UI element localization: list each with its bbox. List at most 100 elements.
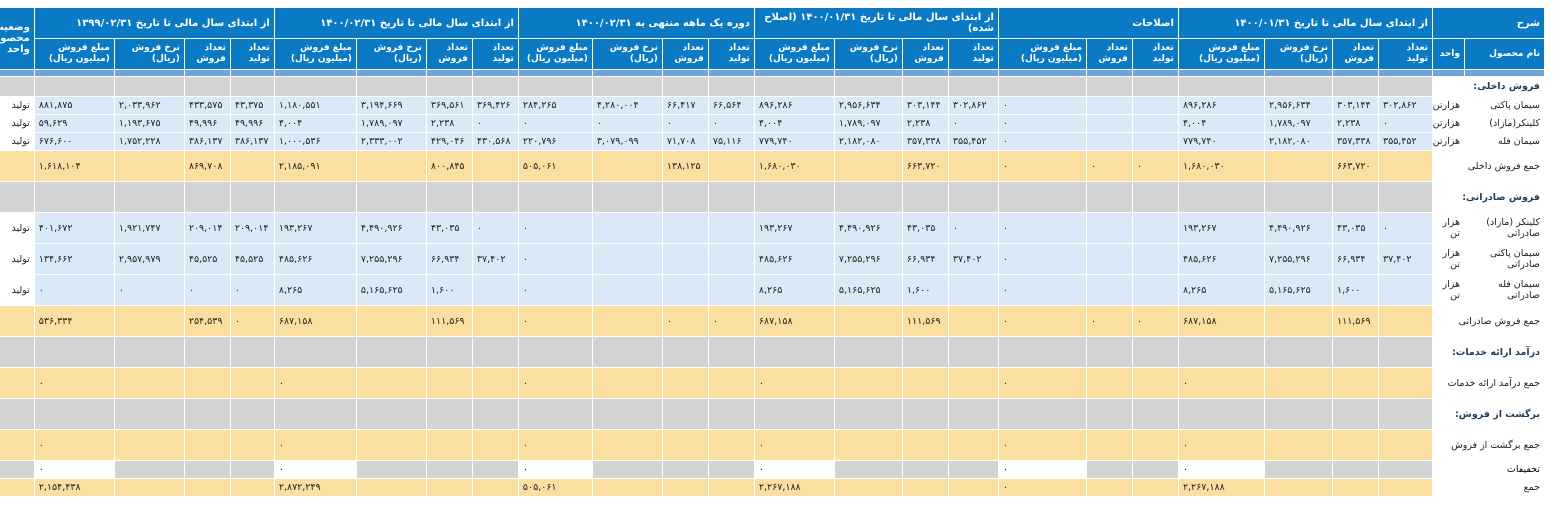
section-cell [1377,336,1433,368]
table-cell: ۰ [517,305,593,337]
table-cell [113,478,185,497]
table-row: سیمان فله صادراتی هزار تن ۱,۶۰۰ ۵,۱۶۵,۶۲۵ ۸,… [0,274,1545,306]
table-cell: ۰ [517,212,593,244]
table-cell [1263,478,1333,497]
table-cell [425,429,473,461]
table-cell [591,243,663,275]
table-cell: ۶۶,۹۳۴ [901,243,949,275]
table-cell [471,429,519,461]
section-cell [1177,336,1265,368]
section-cell [229,76,275,97]
section-cell [273,181,357,213]
section-cell [1131,336,1179,368]
table-cell: ۷۱,۷۰۸ [661,132,709,151]
product-name: جمع [1431,478,1546,497]
section-cell [425,181,473,213]
table-cell [425,478,473,497]
table-cell: ۰ [1085,150,1133,182]
table-cell [901,460,949,479]
table-cell: ۷,۲۵۵,۲۹۶ [1263,243,1333,275]
table-cell: ۱,۶۰۰ [425,274,473,306]
table-cell [1131,114,1179,133]
table-cell: ۰ [661,305,709,337]
table-cell [113,460,185,479]
section-cell [113,181,185,213]
table-cell [471,305,519,337]
table-cell [947,460,999,479]
section-cell [355,336,427,368]
section-cell [591,76,663,97]
table-cell: ۲,۲۳۸ [901,114,949,133]
product-unit: هزار تن [1431,274,1466,306]
header-spacer [1377,69,1433,77]
product-status [0,305,35,337]
section-cell [707,398,755,430]
table-cell: ۸۶۹,۷۰۸ [183,150,231,182]
table-cell: ۷,۲۵۵,۲۹۶ [833,243,903,275]
table-cell: ۰ [997,212,1087,244]
product-status: تولید [0,212,35,244]
table-cell: ۰ [1177,429,1265,461]
header-spacer [1464,69,1545,77]
header-rate-g1: نرخ فروش (ریال) [1263,38,1333,70]
table-cell: ۰ [997,305,1087,337]
section-cell [113,336,185,368]
header-spacer [707,69,755,77]
table-cell: ۰ [1131,150,1179,182]
product-status: تولید [0,132,35,151]
product-name: جمع درآمد ارائه خدمات [1431,367,1546,399]
table-cell: ۰ [591,114,663,133]
table-cell: ۲,۲۳۸ [425,114,473,133]
table-cell [707,150,755,182]
section-cell [1263,181,1333,213]
header-spacer [901,69,949,77]
section-cell [1131,181,1179,213]
section-cell [0,181,35,213]
table-cell: ۳۷,۴۰۲ [947,243,999,275]
header-sales-g1: تعداد فروش [1331,38,1379,70]
table-cell: ۰ [947,114,999,133]
table-cell [1377,429,1433,461]
table-cell: ۴,۰۰۴ [273,114,357,133]
table-cell: ۰ [1177,367,1265,399]
header-spacer [1177,69,1265,77]
table-cell [661,243,709,275]
section-label: برگشت از فروش: [1431,398,1546,430]
table-cell: ۰ [517,114,593,133]
table-cell: ۰ [707,114,755,133]
table-cell: ۷۷۹,۷۴۰ [1177,132,1265,151]
section-cell [33,76,115,97]
table-cell: ۱۹۳,۲۶۷ [753,212,835,244]
table-row: جمع برگشت از فروش ۰ ۰ ۰ ۰ ۰ ۰ [0,429,1546,461]
section-cell [183,398,231,430]
table-cell: ۷,۲۵۵,۲۹۶ [355,243,427,275]
table-cell [1131,478,1179,497]
section-cell [997,76,1087,97]
table-cell [1131,429,1179,461]
table-cell: ۰ [229,274,275,306]
table-cell: ۳۶۹,۵۶۱ [425,96,473,115]
table-cell [591,150,663,182]
section-cell [753,398,835,430]
section-cell [833,336,903,368]
table-cell: ۱۹۳,۲۶۷ [273,212,357,244]
table-cell [183,460,231,479]
header-sales-g2: تعداد فروش [1085,38,1133,70]
product-name: کلینکر (مازاد) صادراتی [1464,212,1545,244]
section-cell [1085,336,1133,368]
table-cell: ۰ [997,478,1087,497]
product-status: تولید [0,274,35,306]
table-cell: ۰ [997,367,1087,399]
product-name: جمع فروش داخلی [1431,150,1546,182]
table-cell: ۰ [997,243,1087,275]
table-cell: ۰ [1177,460,1265,479]
header-sales-g4: تعداد فروش [661,38,709,70]
header-product-name: نام محصول [1464,38,1545,70]
section-cell [997,398,1087,430]
header-amount-g1: مبلغ فروش (میلیون ریال) [1177,38,1265,70]
table-cell: ۰ [33,367,115,399]
table-cell [471,367,519,399]
table-cell: ۰ [33,460,115,479]
header-spacer [471,69,519,77]
header-sales-g3: تعداد فروش [901,38,949,70]
